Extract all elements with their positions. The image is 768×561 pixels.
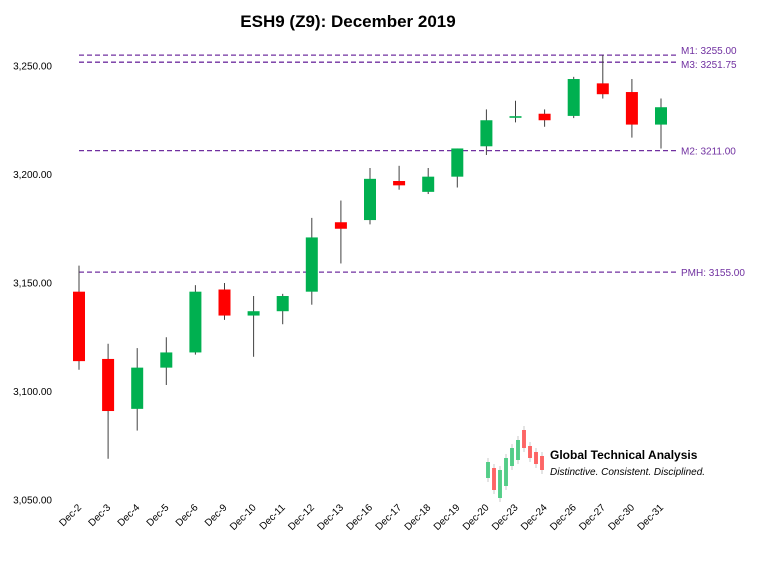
y-tick-label: 3,150.00 [13, 279, 52, 290]
logo-candle [528, 446, 532, 458]
candle-body [655, 107, 667, 125]
x-tick-label: Dec-16 [345, 502, 376, 533]
candle-body [451, 148, 464, 177]
brand-tagline: Distinctive. Consistent. Disciplined. [550, 467, 705, 478]
candle-dec-31 [655, 98, 667, 149]
logo-candle [540, 456, 544, 470]
candle-dec-10 [247, 296, 260, 357]
y-tick-label: 3,050.00 [13, 496, 52, 507]
x-tick-label: Dec-12 [286, 502, 317, 533]
logo-candle [492, 468, 496, 490]
brand-name: Global Technical Analysis [550, 448, 698, 462]
candle-body [567, 79, 580, 116]
level-label-m1: M1: 3255.00 [681, 46, 737, 57]
candle-dec-24 [538, 109, 551, 127]
candle-body [625, 92, 638, 125]
x-tick-label: Dec-5 [145, 502, 172, 529]
candle-dec-6 [189, 285, 202, 355]
x-tick-label: Dec-20 [461, 502, 492, 533]
candle-dec-13 [334, 200, 347, 264]
x-tick-label: Dec-18 [403, 502, 434, 533]
candle-body [538, 113, 551, 121]
x-tick-label: Dec-26 [548, 502, 579, 533]
logo-candle [510, 448, 514, 466]
candle-dec-26 [567, 76, 580, 119]
logo-candle [504, 458, 508, 486]
candle-body [189, 291, 202, 353]
logo-candle [522, 430, 526, 448]
logo-candle [498, 470, 502, 498]
logo-candle [534, 452, 538, 464]
candle-dec-18 [422, 167, 435, 195]
x-tick-label: Dec-27 [577, 502, 608, 533]
x-tick-label: Dec-3 [87, 502, 114, 529]
candle-body [364, 178, 376, 221]
chart-title: ESH9 (Z9): December 2019 [240, 12, 455, 31]
x-tick-label: Dec-30 [606, 502, 637, 533]
candle-dec-5 [160, 337, 173, 385]
candle-body [247, 311, 260, 316]
candle-body [509, 116, 522, 118]
level-label-pmh: PMH: 3155.00 [681, 268, 745, 279]
candles [73, 55, 667, 459]
candle-body [334, 222, 347, 229]
brand-logo: Global Technical Analysis Distinctive. C… [486, 426, 705, 502]
candle-dec-9 [218, 283, 231, 320]
x-tick-label: Dec-11 [258, 502, 288, 532]
candle-dec-4 [131, 348, 144, 431]
candle-body [102, 358, 115, 412]
level-label-m2: M2: 3211.00 [681, 147, 736, 158]
x-tick-label: Dec-9 [203, 502, 230, 529]
y-tick-label: 3,100.00 [13, 387, 52, 398]
logo-candles-icon [486, 426, 544, 502]
x-tick-label: Dec-31 [636, 502, 667, 533]
y-axis: 3,050.00 3,100.00 3,150.00 3,200.00 3,250.00 [13, 62, 52, 507]
x-tick-label: Dec-2 [57, 502, 84, 529]
candle-dec-27 [596, 55, 609, 99]
candle-dec-30 [625, 79, 638, 138]
candle-dec-23 [509, 100, 522, 123]
logo-candle [516, 440, 520, 460]
candle-body [160, 352, 173, 368]
candle-dec-2 [73, 265, 85, 370]
x-tick-label: Dec-23 [490, 502, 521, 533]
x-tick-label: Dec-24 [519, 502, 550, 533]
candle-dec-19 [451, 148, 464, 188]
candle-dec-20 [480, 109, 493, 155]
x-tick-label: Dec-19 [432, 502, 463, 533]
candle-dec-3 [102, 343, 115, 459]
candle-body [422, 176, 435, 192]
candle-body [480, 120, 493, 147]
level-lines: M1: 3255.00 M3: 3251.75 M2: 3211.00 PMH: 31… [79, 46, 745, 279]
candle-body [218, 289, 231, 316]
x-tick-label: Dec-10 [228, 502, 259, 533]
candle-body [276, 296, 289, 312]
candle-body [596, 83, 609, 95]
candle-body [131, 367, 144, 409]
candle-dec-12 [305, 217, 318, 305]
x-tick-label: Dec-13 [315, 502, 346, 533]
candle-body [73, 291, 85, 362]
candle-dec-11 [276, 293, 289, 325]
y-tick-label: 3,200.00 [13, 170, 52, 181]
candle-dec-17 [393, 165, 406, 190]
candle-dec-16 [364, 167, 376, 225]
x-tick-label: Dec-4 [116, 502, 143, 529]
x-tick-label: Dec-17 [374, 502, 405, 533]
y-tick-label: 3,250.00 [13, 62, 52, 73]
level-label-m3: M3: 3251.75 [681, 60, 737, 71]
x-tick-label: Dec-6 [174, 502, 201, 529]
candle-body [393, 181, 406, 186]
logo-candle [486, 462, 490, 478]
candle-body [305, 237, 318, 292]
